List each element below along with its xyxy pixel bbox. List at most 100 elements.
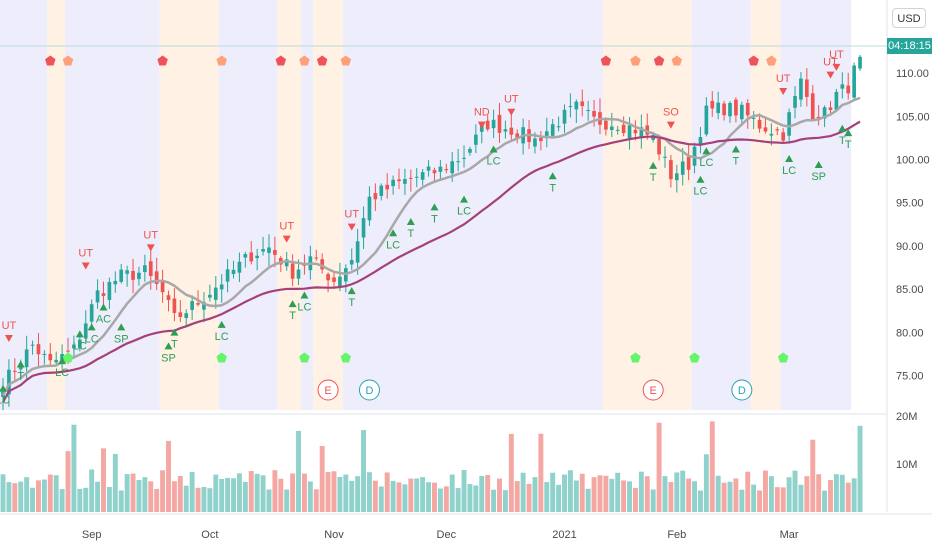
- buy-signal-label: LC: [782, 165, 796, 177]
- volume-bar: [579, 473, 585, 512]
- candle-body: [739, 104, 744, 120]
- volume-bar: [195, 487, 201, 512]
- candle-body: [190, 301, 194, 310]
- candle-body: [338, 276, 342, 287]
- bottom-pentagon-marker: [340, 352, 352, 363]
- candle-body: [208, 294, 212, 298]
- candle-body: [710, 100, 715, 109]
- sell-signal-arrow: [507, 108, 516, 116]
- top-pentagon-marker: [653, 55, 665, 66]
- sell-signal-label: UT: [344, 209, 359, 221]
- volume-bar: [585, 488, 591, 512]
- candle-body: [544, 131, 549, 138]
- buy-signal-arrow: [0, 384, 7, 392]
- candle-body: [840, 84, 845, 89]
- volume-bar: [59, 489, 65, 512]
- buy-signal-arrow: [288, 300, 297, 308]
- buy-signal-label: LC: [457, 206, 471, 218]
- bottom-pentagon-marker: [689, 352, 700, 363]
- volume-bar: [674, 472, 680, 512]
- buy-signal-label: LC: [386, 239, 400, 251]
- candle-body: [627, 125, 632, 139]
- volume-bar: [733, 478, 739, 512]
- volume-bar: [166, 440, 171, 512]
- sell-signal-label: UT: [2, 320, 17, 332]
- volume-bar: [668, 482, 674, 512]
- candle-body: [698, 137, 703, 145]
- volume-bar: [408, 478, 414, 512]
- buy-signal-arrow: [838, 124, 847, 132]
- buy-signal-label: LC: [55, 367, 69, 379]
- candle-body: [781, 132, 786, 141]
- candle-body: [284, 259, 289, 267]
- month-label: Dec: [437, 529, 457, 541]
- volume-bar: [53, 475, 59, 512]
- volume-bar: [502, 490, 508, 512]
- candle-body: [403, 179, 407, 184]
- candle-body: [828, 107, 833, 111]
- buy-signal-arrow: [814, 161, 823, 169]
- session-band: [313, 0, 343, 410]
- volume-bar: [77, 488, 83, 512]
- candle-body: [125, 270, 129, 274]
- price-tick-label: 90.00: [896, 241, 924, 253]
- volume-bar: [780, 487, 786, 512]
- volume-bar: [609, 478, 615, 512]
- buy-signal-label: SP: [811, 171, 826, 183]
- volume-bar: [479, 476, 485, 512]
- volume-bar: [721, 482, 727, 512]
- buy-signal-label: SP: [114, 333, 129, 345]
- volume-bar: [183, 485, 189, 512]
- candle-body: [680, 161, 685, 175]
- volume-bar: [556, 484, 562, 512]
- volume-bar: [65, 451, 71, 512]
- sma-slow-line: [2, 120, 861, 403]
- volume-bar: [550, 472, 556, 512]
- candle-body: [160, 280, 165, 293]
- volume-bar: [6, 482, 12, 512]
- volume-bar: [845, 482, 851, 512]
- candle-body: [355, 241, 360, 263]
- session-band: [342, 0, 603, 410]
- volume-bar: [225, 477, 231, 512]
- candle-body: [633, 129, 638, 134]
- candle-body: [497, 114, 502, 133]
- top-pentagon-marker: [340, 55, 352, 66]
- buy-signal-label: AC: [96, 314, 111, 326]
- candle-body: [391, 179, 395, 187]
- currency-button[interactable]: USD: [892, 8, 926, 28]
- buy-signal-label: T: [839, 135, 846, 147]
- volume-bar: [355, 476, 361, 512]
- volume-bar: [526, 483, 532, 512]
- buy-signal-label: LC: [699, 157, 713, 169]
- session-band: [0, 0, 48, 410]
- candle-body: [89, 304, 94, 322]
- volume-bar: [597, 475, 603, 512]
- buy-signal-arrow: [58, 357, 67, 365]
- candle-body: [816, 116, 821, 119]
- top-pentagon-marker: [630, 55, 641, 66]
- candle-body: [290, 263, 295, 279]
- volume-bar: [349, 480, 355, 512]
- volume-bar: [106, 487, 112, 512]
- volume-bar: [201, 486, 207, 512]
- candle-body: [645, 125, 650, 135]
- price-axis[interactable]: 75.00 80.00 85.00 90.00 95.00 100.00 105.00 110…: [886, 0, 930, 512]
- time-axis[interactable]: Sep Oct Nov Dec 2021 Feb Mar: [0, 513, 932, 541]
- volume-bar: [810, 439, 816, 512]
- buy-signal-arrow: [217, 320, 226, 328]
- buy-signal-label: LC: [215, 331, 229, 343]
- buy-signal-arrow: [389, 229, 398, 237]
- volume-bar: [189, 471, 195, 512]
- candle-body: [586, 110, 590, 112]
- volume-bar: [236, 473, 242, 512]
- volume-bar: [101, 448, 106, 512]
- volume-bar: [402, 484, 408, 512]
- candle-body: [231, 269, 236, 275]
- buy-signal-arrow: [406, 218, 415, 226]
- top-pentagon-marker: [299, 55, 310, 66]
- volume-bar: [544, 482, 550, 512]
